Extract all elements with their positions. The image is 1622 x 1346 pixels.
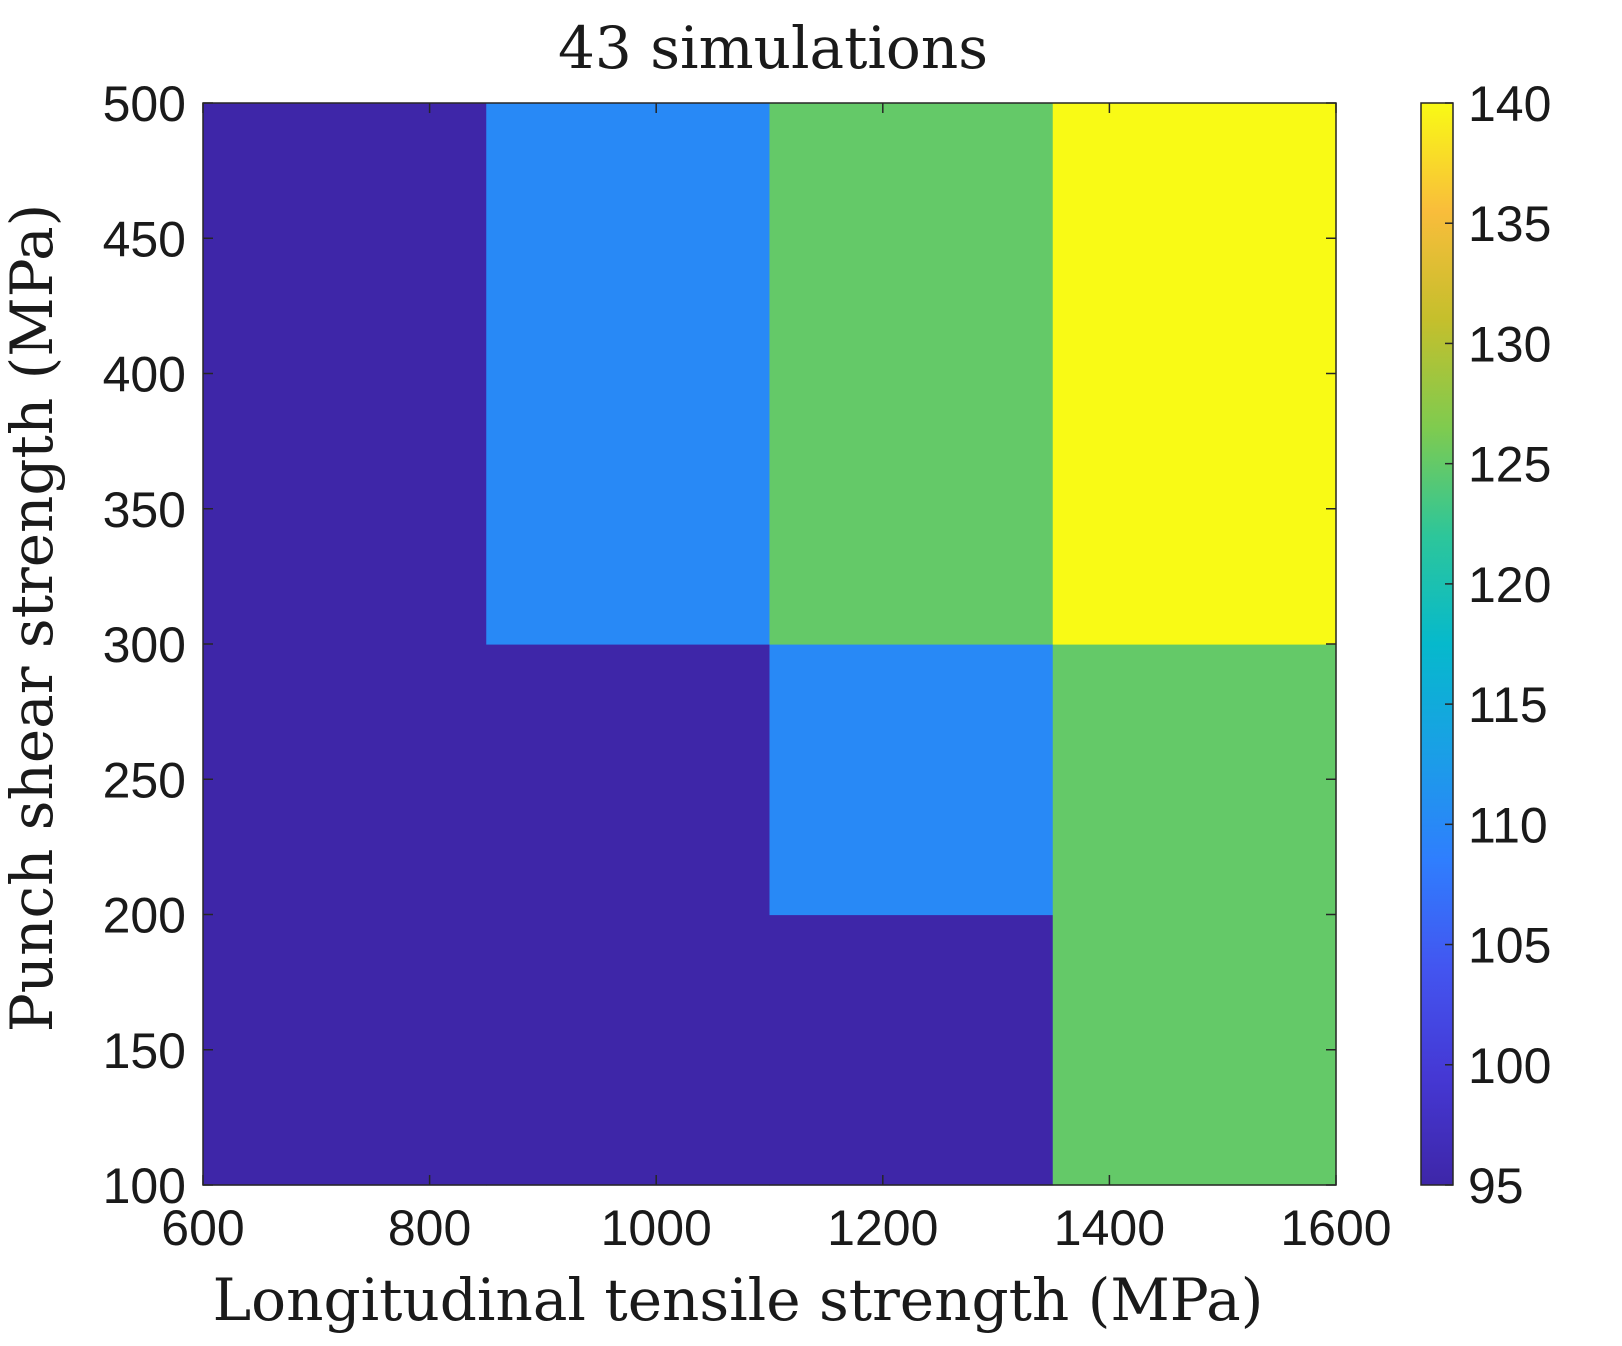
colorbar-gradient bbox=[1421, 103, 1453, 1185]
y-tick-label: 150 bbox=[103, 1023, 186, 1079]
chart-title: 43 simulations bbox=[558, 14, 988, 82]
x-axis-label: Longitudinal tensile strength (MPa) bbox=[213, 1266, 1264, 1334]
colorbar-tick-label: 130 bbox=[1468, 316, 1551, 372]
colorbar-tick-label: 140 bbox=[1468, 76, 1551, 132]
y-axis: 100 150 200 250 300 350 400 450 500 bbox=[103, 76, 1336, 1214]
x-tick-label: 1600 bbox=[1280, 1200, 1391, 1256]
y-tick-label: 350 bbox=[103, 482, 186, 538]
y-tick-label: 200 bbox=[103, 888, 186, 944]
plot-area bbox=[202, 102, 1337, 1186]
colorbar-tick-label: 110 bbox=[1468, 797, 1548, 853]
heatmap-cell bbox=[1052, 103, 1337, 645]
heatmap-cell bbox=[486, 103, 771, 645]
colorbar-tick-label: 105 bbox=[1468, 918, 1551, 974]
colorbar-frame bbox=[1420, 102, 1454, 1186]
heatmap-cell bbox=[486, 644, 771, 1186]
heatmap-cell bbox=[1052, 644, 1337, 1186]
y-tick-label: 300 bbox=[103, 617, 186, 673]
heatmap-cell bbox=[769, 644, 1054, 916]
y-axis-label: Punch shear strength (MPa) bbox=[0, 204, 66, 1033]
x-tick-label: 600 bbox=[161, 1200, 244, 1256]
y-tick-label: 250 bbox=[103, 752, 186, 808]
y-tick-label: 450 bbox=[103, 211, 186, 267]
x-axis: 600 800 1000 1200 1400 1600 bbox=[161, 103, 1392, 1256]
heatmap-cell bbox=[769, 103, 1054, 645]
colorbar-tick-label: 115 bbox=[1468, 677, 1548, 733]
colorbar: 95 100 105 110 115 120 125 130 135 140 bbox=[1420, 76, 1551, 1214]
colorbar-tick-label: 120 bbox=[1468, 557, 1551, 613]
colorbar-tick-label: 135 bbox=[1468, 196, 1551, 252]
heatmap-cell bbox=[203, 103, 487, 1186]
heatmap-cell bbox=[769, 914, 1054, 1186]
colorbar-tick-label: 95 bbox=[1468, 1158, 1524, 1214]
y-tick-label: 400 bbox=[103, 347, 186, 403]
colorbar-tick-label: 125 bbox=[1468, 437, 1551, 493]
colorbar-tick-label: 100 bbox=[1468, 1038, 1551, 1094]
x-tick-label: 800 bbox=[388, 1200, 471, 1256]
x-tick-label: 1000 bbox=[601, 1200, 712, 1256]
y-tick-label: 100 bbox=[103, 1158, 186, 1214]
y-tick-label: 500 bbox=[103, 76, 186, 132]
x-tick-label: 1200 bbox=[827, 1200, 938, 1256]
x-tick-label: 1400 bbox=[1054, 1200, 1165, 1256]
